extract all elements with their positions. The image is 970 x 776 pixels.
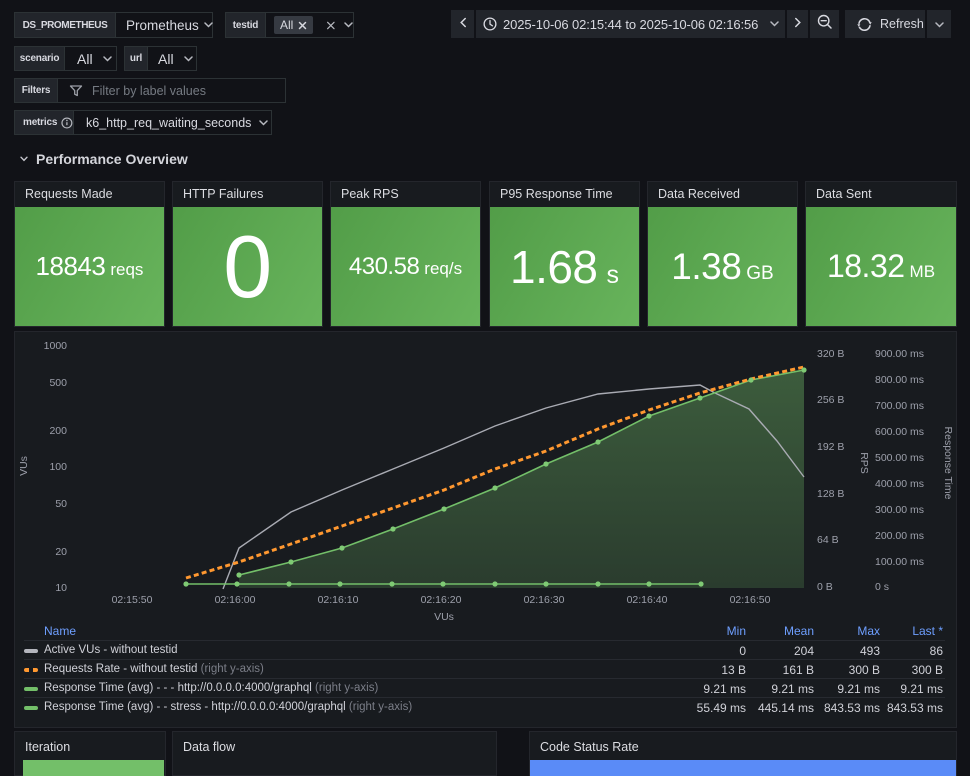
- svg-text:10: 10: [55, 582, 67, 594]
- svg-text:200.00 ms: 200.00 ms: [875, 530, 924, 542]
- svg-text:500: 500: [49, 377, 67, 389]
- svg-text:256 B: 256 B: [817, 394, 844, 406]
- svg-text:RPS: RPS: [858, 452, 870, 474]
- svg-text:0 B: 0 B: [817, 581, 833, 593]
- svg-text:02:16:40: 02:16:40: [627, 594, 668, 606]
- svg-text:700.00 ms: 700.00 ms: [875, 400, 924, 412]
- svg-text:100.00 ms: 100.00 ms: [875, 556, 924, 568]
- svg-text:500.00 ms: 500.00 ms: [875, 452, 924, 464]
- svg-text:02:16:30: 02:16:30: [524, 594, 565, 606]
- svg-text:800.00 ms: 800.00 ms: [875, 374, 924, 386]
- svg-text:128 B: 128 B: [817, 488, 844, 500]
- svg-text:320 B: 320 B: [817, 348, 844, 360]
- svg-text:100: 100: [49, 461, 67, 473]
- svg-text:900.00 ms: 900.00 ms: [875, 348, 924, 360]
- svg-text:02:16:50: 02:16:50: [730, 594, 771, 606]
- svg-text:02:16:10: 02:16:10: [318, 594, 359, 606]
- svg-text:02:16:20: 02:16:20: [421, 594, 462, 606]
- svg-text:400.00 ms: 400.00 ms: [875, 478, 924, 490]
- svg-text:02:16:00: 02:16:00: [215, 594, 256, 606]
- svg-text:200: 200: [49, 425, 67, 437]
- svg-text:20: 20: [55, 546, 67, 558]
- svg-text:Response Time: Response Time: [942, 427, 954, 500]
- svg-text:0 s: 0 s: [875, 581, 889, 593]
- svg-text:VUs: VUs: [434, 611, 454, 623]
- svg-text:50: 50: [55, 498, 67, 510]
- svg-text:1000: 1000: [44, 340, 68, 352]
- svg-text:600.00 ms: 600.00 ms: [875, 426, 924, 438]
- svg-text:300.00 ms: 300.00 ms: [875, 504, 924, 516]
- svg-text:VUs: VUs: [18, 456, 30, 476]
- svg-text:192 B: 192 B: [817, 441, 844, 453]
- svg-text:02:15:50: 02:15:50: [112, 594, 153, 606]
- svg-text:64 B: 64 B: [817, 534, 839, 546]
